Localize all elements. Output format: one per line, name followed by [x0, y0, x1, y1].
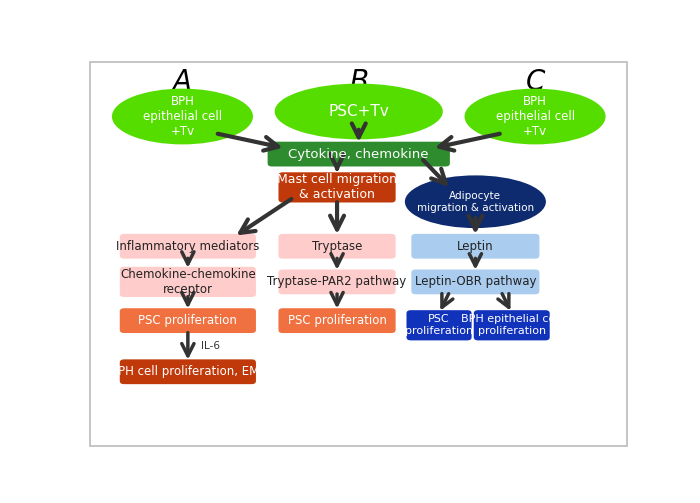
- Text: Tryptase: Tryptase: [312, 240, 362, 253]
- FancyBboxPatch shape: [120, 267, 256, 297]
- Text: BPH
epithelial cell
+Tv: BPH epithelial cell +Tv: [143, 95, 222, 138]
- FancyBboxPatch shape: [412, 270, 540, 294]
- Text: B: B: [349, 68, 368, 96]
- FancyBboxPatch shape: [279, 173, 396, 203]
- Ellipse shape: [465, 89, 606, 144]
- Text: PSC proliferation: PSC proliferation: [139, 314, 237, 327]
- FancyBboxPatch shape: [120, 359, 256, 384]
- Ellipse shape: [112, 89, 253, 144]
- Text: Cytokine, chemokine: Cytokine, chemokine: [288, 147, 429, 160]
- Text: BPH
epithelial cell
+Tv: BPH epithelial cell +Tv: [496, 95, 575, 138]
- Text: Mast cell migration
& activation: Mast cell migration & activation: [277, 174, 397, 201]
- Text: Leptin: Leptin: [457, 240, 494, 253]
- FancyBboxPatch shape: [279, 234, 396, 259]
- Text: Inflammatory mediators: Inflammatory mediators: [116, 240, 260, 253]
- FancyBboxPatch shape: [279, 308, 396, 333]
- Text: BPH cell proliferation, EMT: BPH cell proliferation, EMT: [110, 365, 266, 378]
- Text: PSC
proliferation: PSC proliferation: [405, 314, 473, 336]
- Text: BPH epithelial cell
proliferation: BPH epithelial cell proliferation: [461, 314, 562, 336]
- Ellipse shape: [405, 176, 546, 228]
- FancyBboxPatch shape: [474, 310, 550, 341]
- Text: C: C: [526, 68, 545, 96]
- FancyBboxPatch shape: [120, 308, 256, 333]
- FancyBboxPatch shape: [412, 234, 540, 259]
- Text: Chemokine-chemokine
receptor: Chemokine-chemokine receptor: [120, 268, 256, 296]
- Text: A: A: [173, 68, 192, 96]
- FancyBboxPatch shape: [279, 270, 396, 294]
- FancyBboxPatch shape: [407, 310, 472, 341]
- Text: PSC+Tv: PSC+Tv: [328, 104, 389, 119]
- FancyBboxPatch shape: [120, 234, 256, 259]
- FancyBboxPatch shape: [267, 142, 450, 166]
- Text: PSC proliferation: PSC proliferation: [288, 314, 386, 327]
- Ellipse shape: [274, 83, 443, 139]
- Text: Adipocyte
migration & activation: Adipocyte migration & activation: [416, 191, 534, 213]
- Text: IL-6: IL-6: [202, 341, 220, 351]
- Text: Tryptase-PAR2 pathway: Tryptase-PAR2 pathway: [267, 276, 407, 288]
- Text: Leptin-OBR pathway: Leptin-OBR pathway: [414, 276, 536, 288]
